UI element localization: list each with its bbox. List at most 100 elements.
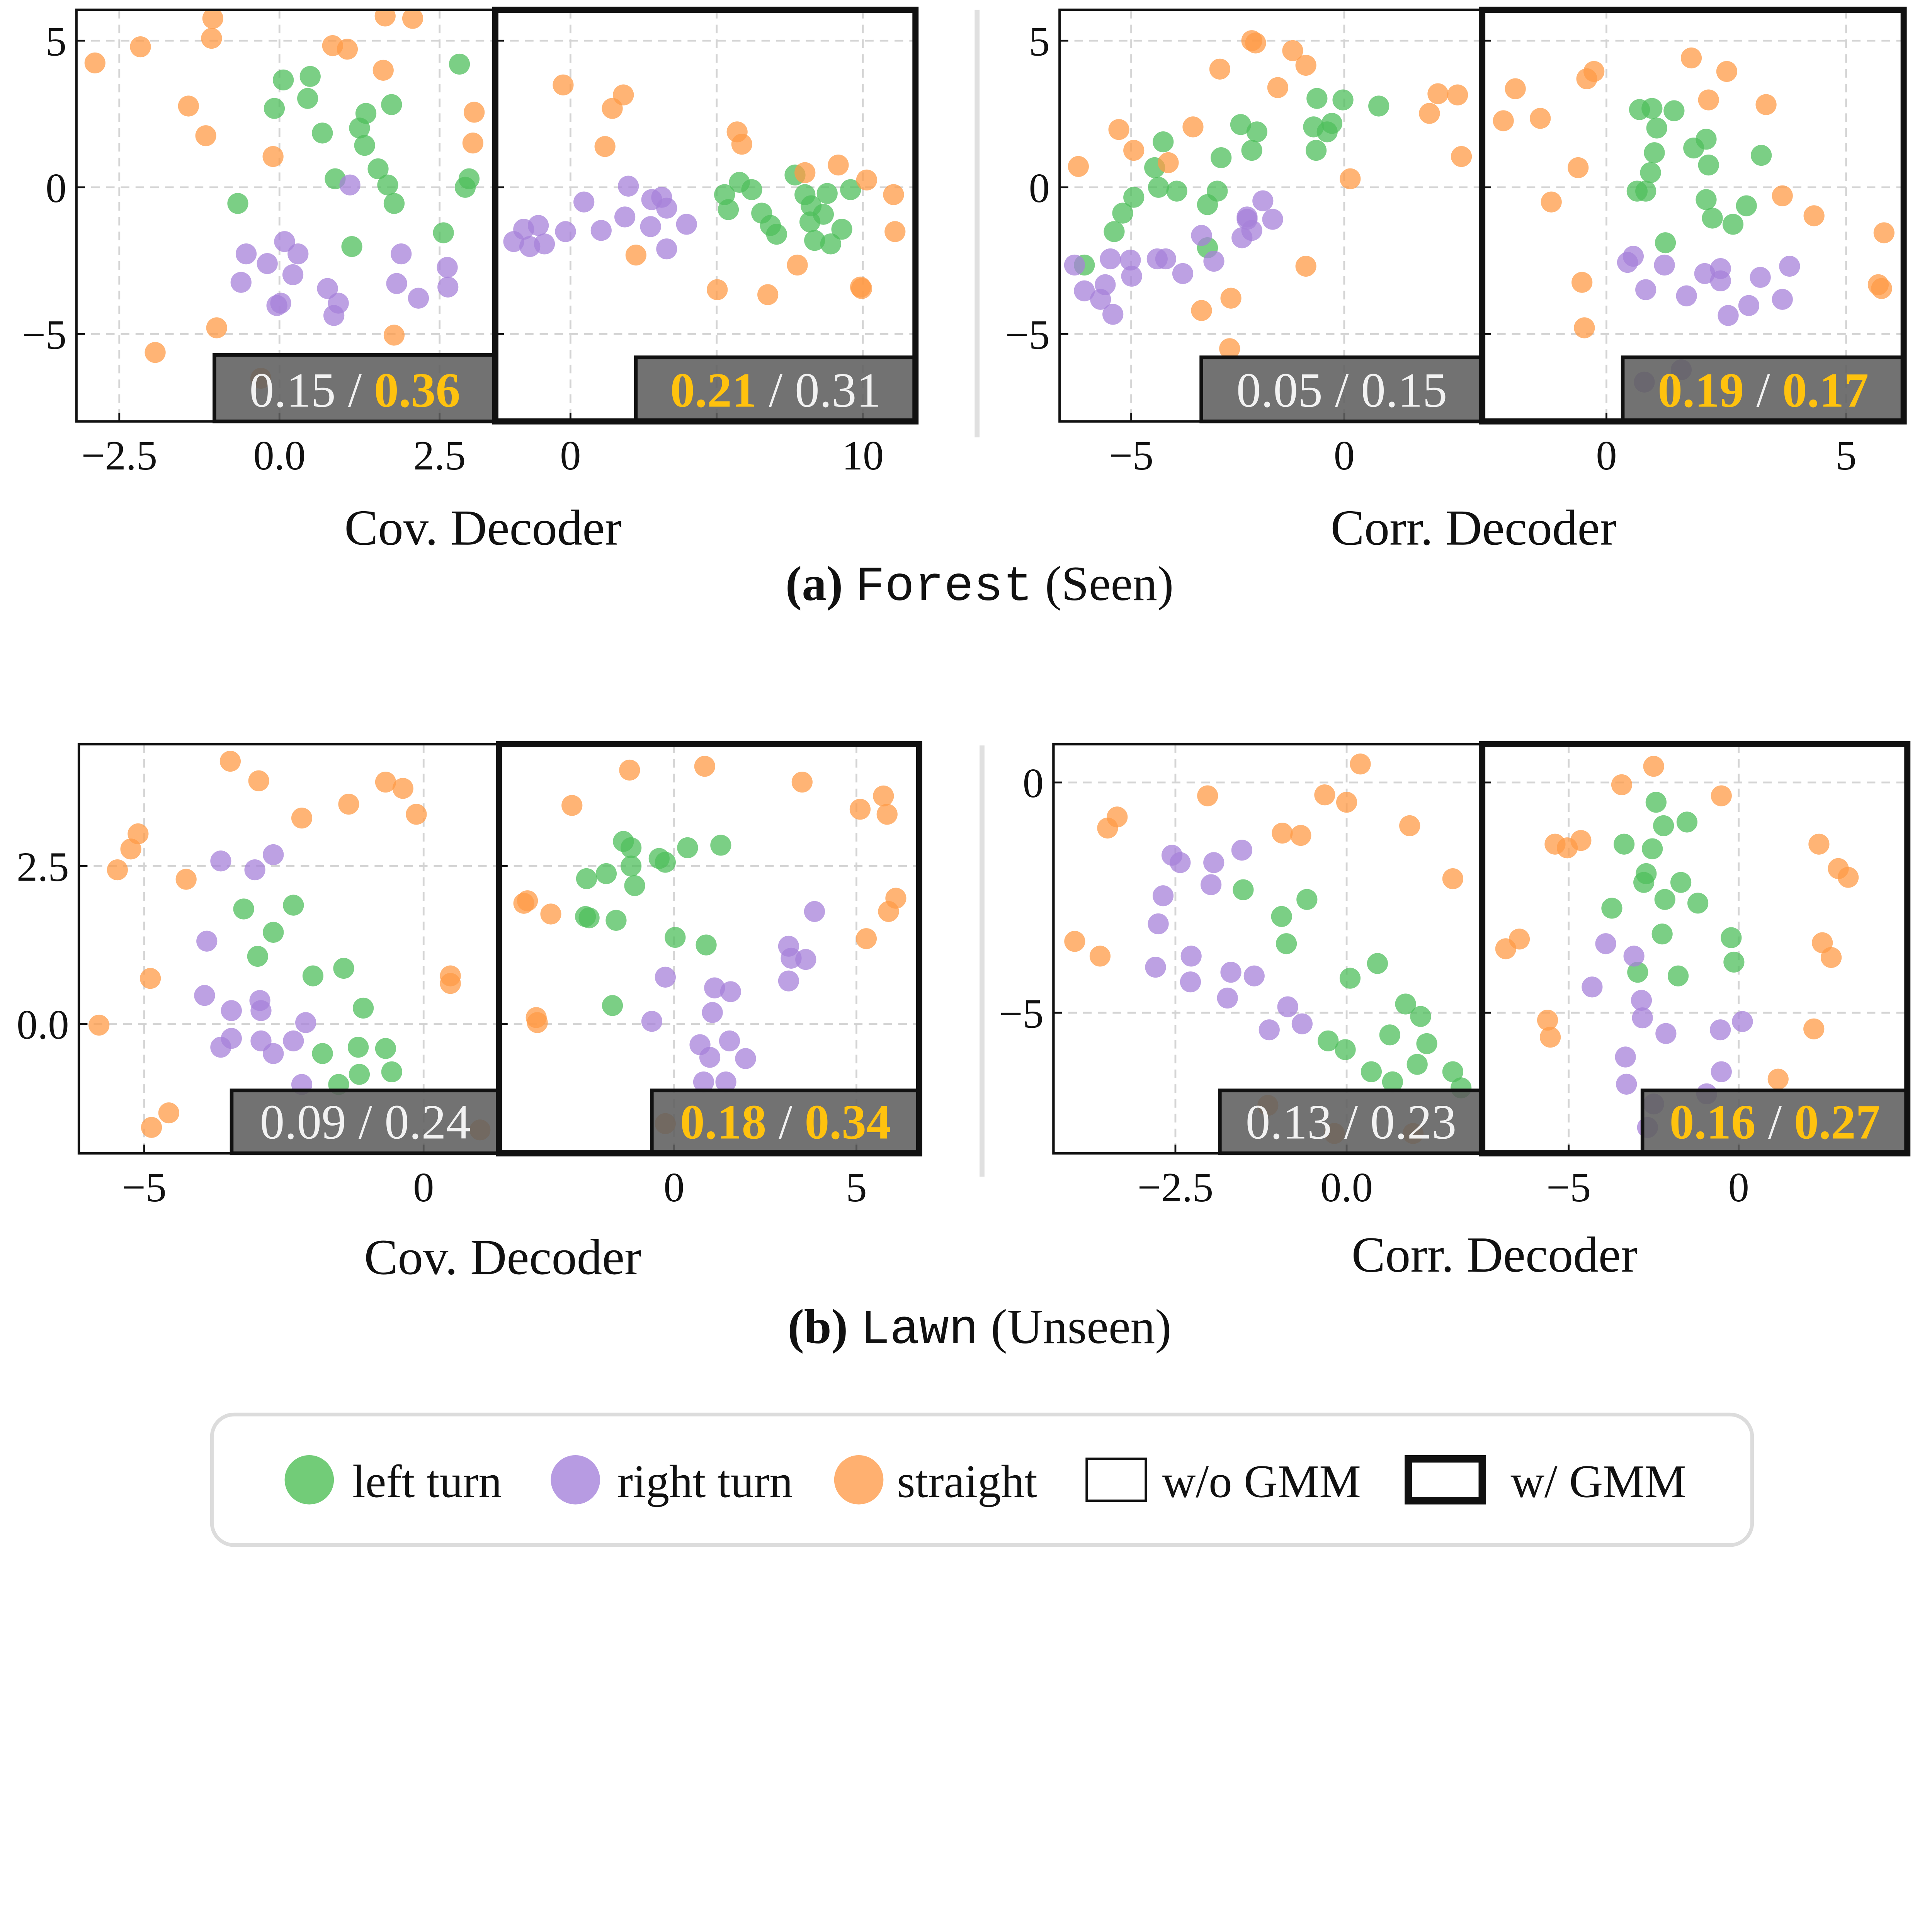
point-right-turn bbox=[1259, 1019, 1280, 1041]
point-left-turn bbox=[1636, 863, 1657, 884]
point-left-turn bbox=[816, 183, 838, 204]
point-straight bbox=[140, 968, 161, 989]
y-tick-label: 0.0 bbox=[17, 1002, 69, 1048]
point-straight bbox=[372, 60, 394, 81]
point-straight bbox=[178, 95, 199, 117]
score-separator: / bbox=[336, 362, 374, 417]
point-left-turn bbox=[621, 837, 642, 859]
point-straight bbox=[291, 808, 313, 829]
scatter-points bbox=[503, 74, 906, 305]
plot-area bbox=[79, 744, 499, 1153]
point-right-turn bbox=[1152, 885, 1174, 906]
point-straight bbox=[757, 284, 779, 305]
score-right: 0.31 bbox=[795, 362, 881, 417]
point-left-turn bbox=[1663, 100, 1685, 121]
point-straight bbox=[1451, 146, 1472, 167]
x-tick-label: 0 bbox=[1334, 432, 1355, 479]
score-left: 0.13 bbox=[1246, 1094, 1332, 1149]
point-left-turn bbox=[1233, 879, 1254, 900]
point-straight bbox=[145, 342, 166, 363]
point-left-turn bbox=[341, 236, 362, 257]
point-left-turn bbox=[1410, 1006, 1431, 1027]
point-left-turn bbox=[1335, 1039, 1356, 1060]
point-straight bbox=[527, 1012, 548, 1033]
point-left-turn bbox=[1318, 1030, 1339, 1051]
point-straight bbox=[1350, 753, 1371, 775]
point-right-turn bbox=[244, 859, 265, 881]
point-straight bbox=[1493, 110, 1514, 131]
point-straight bbox=[195, 125, 216, 146]
caption-dataset: Forest bbox=[855, 560, 1032, 615]
point-straight bbox=[1698, 89, 1719, 111]
point-right-turn bbox=[196, 930, 218, 952]
point-right-turn bbox=[1291, 1013, 1313, 1034]
point-straight bbox=[619, 759, 640, 781]
scatter-panels: −2.5 0.0 2.5 5 0 −5 0.15 / 0.36 0 10 0.21 / 0.31 −… bbox=[17, 7, 1911, 1211]
point-left-turn bbox=[381, 94, 402, 115]
point-left-turn bbox=[655, 852, 676, 873]
point-straight bbox=[1108, 119, 1129, 140]
point-right-turn bbox=[1191, 225, 1212, 246]
point-right-turn bbox=[1616, 1073, 1637, 1095]
point-straight bbox=[1643, 756, 1664, 777]
point-left-turn bbox=[840, 179, 861, 200]
point-right-turn bbox=[1064, 254, 1085, 276]
point-straight bbox=[201, 28, 222, 49]
point-left-turn bbox=[347, 1037, 369, 1058]
point-straight bbox=[1772, 185, 1793, 206]
point-right-turn bbox=[274, 231, 295, 252]
point-straight bbox=[849, 799, 871, 820]
point-left-turn bbox=[458, 168, 480, 189]
point-straight bbox=[1295, 54, 1316, 76]
y-tick-label: −5 bbox=[22, 312, 66, 358]
point-right-turn bbox=[1170, 852, 1191, 873]
point-left-turn bbox=[576, 868, 597, 889]
x-tick-label: 5 bbox=[846, 1164, 867, 1211]
point-left-turn bbox=[1296, 889, 1318, 910]
point-left-turn bbox=[1736, 195, 1757, 216]
point-right-turn bbox=[1243, 965, 1265, 986]
point-straight bbox=[1873, 222, 1895, 243]
point-left-turn bbox=[1613, 833, 1635, 855]
point-straight bbox=[625, 245, 646, 266]
point-right-turn bbox=[257, 253, 278, 274]
point-right-turn bbox=[1772, 289, 1793, 310]
x-axis-label: Cov. Decoder bbox=[364, 1230, 641, 1285]
point-left-turn bbox=[1271, 906, 1292, 927]
point-straight bbox=[202, 10, 223, 29]
point-right-turn bbox=[1632, 1007, 1653, 1029]
score-box bbox=[634, 355, 918, 423]
legend-frame bbox=[210, 1412, 1754, 1547]
point-right-turn bbox=[1172, 263, 1194, 284]
point-straight bbox=[787, 254, 808, 276]
point-right-turn bbox=[295, 1012, 316, 1033]
point-left-turn bbox=[1642, 838, 1663, 859]
point-left-turn bbox=[602, 995, 623, 1016]
point-right-turn bbox=[573, 191, 595, 213]
point-straight bbox=[1803, 1018, 1825, 1039]
point-left-turn bbox=[1646, 117, 1667, 139]
point-right-turn bbox=[719, 1030, 740, 1051]
point-straight bbox=[130, 36, 151, 58]
y-tick-label: 0 bbox=[1029, 165, 1050, 211]
point-left-turn bbox=[718, 199, 739, 220]
point-right-turn bbox=[1694, 263, 1715, 284]
score-right: 0.34 bbox=[804, 1094, 891, 1149]
point-straight bbox=[1442, 868, 1463, 889]
point-straight bbox=[1611, 774, 1633, 796]
point-straight bbox=[1399, 815, 1420, 837]
x-tick-label: 0.0 bbox=[253, 432, 306, 479]
point-left-turn bbox=[333, 957, 354, 979]
scatter-panel: −5 0 2.5 0.0 0.09 / 0.24 bbox=[17, 743, 501, 1211]
point-right-turn bbox=[266, 295, 287, 316]
x-tick-label: 0 bbox=[560, 432, 581, 479]
point-straight bbox=[561, 795, 583, 816]
point-right-turn bbox=[1750, 267, 1771, 288]
score-left: 0.15 bbox=[250, 362, 336, 417]
point-left-turn bbox=[1702, 207, 1723, 229]
point-right-turn bbox=[437, 257, 458, 278]
point-left-turn bbox=[1654, 889, 1675, 910]
point-straight bbox=[1820, 947, 1842, 968]
point-straight bbox=[855, 928, 877, 949]
point-straight bbox=[1191, 300, 1212, 321]
